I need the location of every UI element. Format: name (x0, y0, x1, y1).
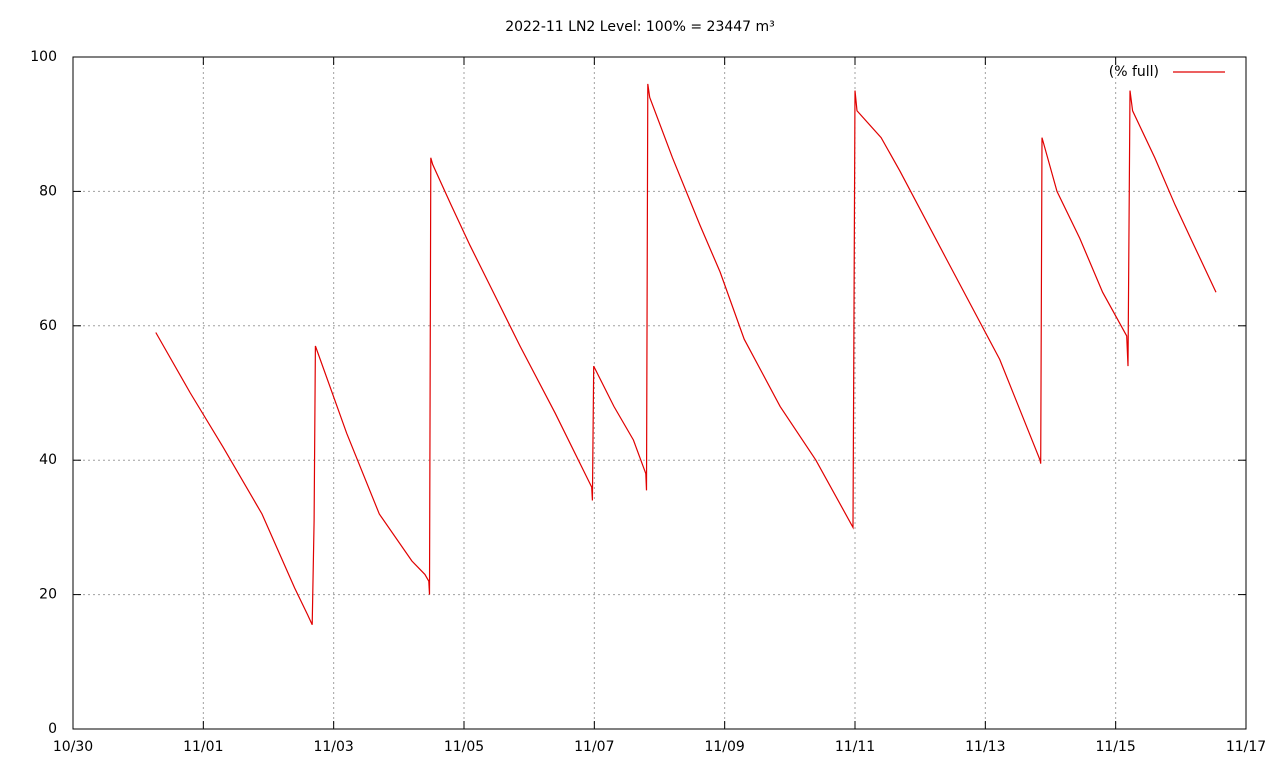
y-tick-label: 60 (39, 318, 57, 334)
x-tick-label: 11/13 (965, 739, 1005, 755)
x-tick-label: 11/11 (835, 739, 875, 755)
y-tick-label: 20 (39, 587, 57, 603)
data-line (155, 83, 1217, 626)
x-tick-label: 11/17 (1226, 739, 1266, 755)
x-tick-label: 10/30 (53, 739, 93, 755)
legend-label: (% full) (1109, 64, 1159, 80)
x-tick-label: 11/07 (574, 739, 614, 755)
y-tick-label: 100 (30, 49, 57, 65)
plot-frame (72, 56, 1247, 730)
y-tick-label: 40 (39, 452, 57, 468)
y-tick-label: 0 (48, 721, 57, 737)
chart-title: 2022-11 LN2 Level: 100% = 23447 m³ (505, 19, 775, 35)
x-tick-label: 11/05 (444, 739, 484, 755)
x-tick-label: 11/03 (313, 739, 353, 755)
x-tick-label: 11/15 (1095, 739, 1135, 755)
x-tick-label: 11/01 (183, 739, 223, 755)
x-tick-label: 11/09 (704, 739, 744, 755)
y-tick-label: 80 (39, 183, 57, 199)
